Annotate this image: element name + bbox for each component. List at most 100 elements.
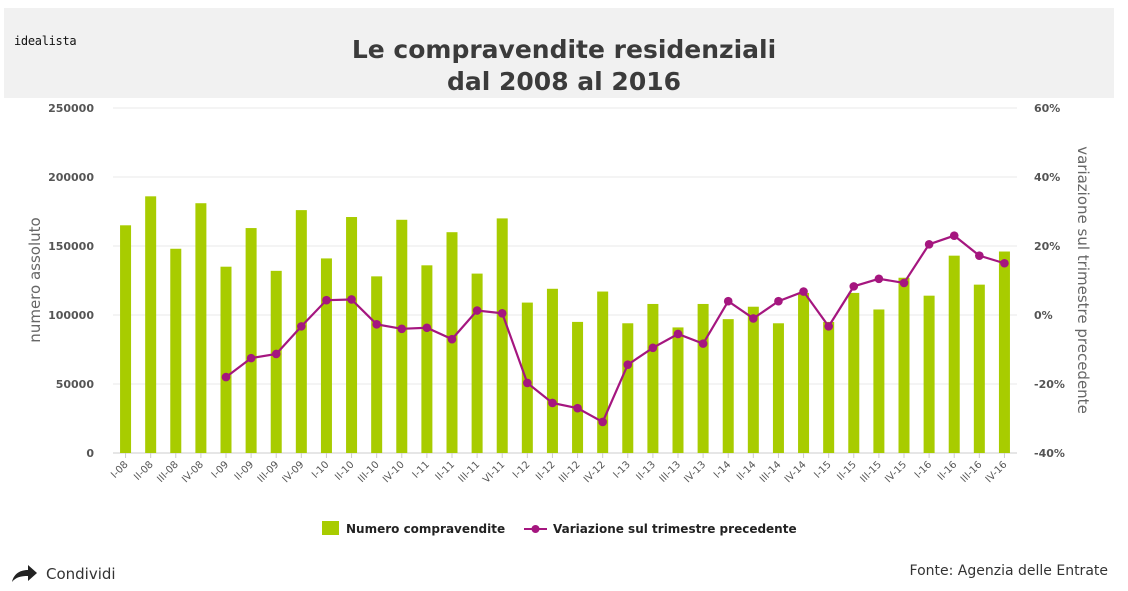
- combo-chart: 250000 200000 150000 100000 50000 0 60% 40% 20% 0…: [26, 102, 1092, 536]
- line-point: [347, 295, 356, 304]
- bar: [245, 228, 257, 453]
- line-point: [573, 403, 582, 413]
- x-tick-label: IV-08: [180, 459, 206, 485]
- x-tick-label: II-16: [936, 459, 960, 483]
- bar: [270, 270, 282, 453]
- line-point: [749, 314, 758, 323]
- line-point: [397, 324, 407, 334]
- line-point: [824, 322, 833, 331]
- x-tick-label: II-14: [735, 459, 759, 483]
- bar: [396, 219, 408, 453]
- bar: [546, 288, 558, 453]
- bar: [346, 217, 358, 453]
- x-tick-label: IV-13: [682, 459, 708, 485]
- x-tick-label: I-12: [511, 459, 532, 480]
- x-tick-label: IV-15: [883, 459, 909, 485]
- x-tick-label: II-08: [132, 459, 156, 483]
- bar: [597, 291, 609, 453]
- bar: [521, 302, 533, 453]
- series-line: [225, 234, 1005, 424]
- chart-title: Le compravendite residenziali dal 2008 a…: [4, 34, 1124, 98]
- x-tick-label: IV-16: [984, 459, 1010, 485]
- y2-tick-label: -40%: [1034, 447, 1065, 460]
- x-tick-label: III-09: [256, 459, 282, 485]
- line-point: [673, 329, 683, 339]
- bar: [722, 319, 734, 453]
- chart-title-line2: dal 2008 al 2016: [446, 67, 682, 96]
- y2-axis-title: variazione sul trimestre precedente: [1074, 146, 1092, 414]
- bar: [496, 218, 508, 453]
- line-point: [623, 360, 633, 369]
- brand-logo: idealista: [14, 34, 77, 48]
- x-tick-label: VI-11: [481, 459, 507, 485]
- line-point: [799, 287, 808, 296]
- y2-tick-label: 60%: [1034, 102, 1060, 115]
- line-point: [1000, 258, 1009, 268]
- y-tick-label: 0: [86, 447, 94, 460]
- bar: [998, 251, 1010, 453]
- line-point: [598, 417, 607, 427]
- bar: [371, 276, 383, 453]
- bar: [572, 321, 584, 453]
- line-point: [924, 239, 934, 249]
- line-point: [322, 295, 331, 305]
- line-point: [447, 334, 457, 344]
- line-point: [949, 231, 959, 240]
- x-tick-label: IV-14: [783, 459, 809, 485]
- line-point: [548, 398, 557, 408]
- line-point: [297, 322, 306, 331]
- bar: [421, 265, 433, 453]
- share-button[interactable]: Condividi: [10, 564, 116, 584]
- legend-bar-swatch: [322, 521, 339, 535]
- bar: [145, 196, 157, 453]
- bar: [848, 292, 860, 453]
- bar: [120, 225, 132, 453]
- line-point: [874, 274, 884, 284]
- line-point: [422, 323, 432, 333]
- line-point: [221, 372, 231, 382]
- line-point: [271, 349, 281, 359]
- x-tick-label: III-13: [658, 459, 684, 485]
- line-point: [723, 296, 733, 306]
- line-point: [849, 282, 859, 291]
- bar: [170, 248, 182, 453]
- line-point: [372, 320, 381, 329]
- x-tick-label: I-11: [411, 459, 432, 480]
- x-tick-label: II-13: [635, 459, 659, 483]
- x-tick-label: IV-12: [582, 459, 608, 485]
- x-tick-label: II-11: [434, 459, 458, 483]
- bar: [873, 309, 885, 453]
- legend-bar-label: Numero compravendite: [346, 522, 505, 536]
- bar: [320, 258, 332, 453]
- bar: [747, 306, 759, 453]
- line-point: [975, 251, 984, 260]
- source-note: Fonte: Agenzia delle Entrate: [909, 563, 1108, 579]
- x-tick-label: I-13: [611, 459, 632, 480]
- x-tick-label: IV-09: [281, 459, 307, 485]
- x-tick-label: I-15: [812, 459, 833, 480]
- line-point: [698, 339, 708, 348]
- y2-tick-label: 0%: [1034, 309, 1053, 322]
- bar: [622, 323, 634, 453]
- y-tick-label: 100000: [48, 309, 94, 322]
- line-point: [774, 296, 783, 306]
- line-point: [472, 306, 482, 315]
- bar: [948, 255, 960, 453]
- y2-tick-label: 40%: [1034, 171, 1060, 184]
- bar: [647, 303, 659, 453]
- x-tick-label: II-12: [534, 459, 558, 483]
- y-tick-label: 200000: [48, 171, 94, 184]
- bar: [772, 323, 784, 453]
- chart-title-line1: Le compravendite residenziali: [351, 35, 777, 64]
- y-tick-label: 150000: [48, 240, 94, 253]
- bar: [923, 295, 935, 453]
- y2-tick-label: 20%: [1034, 240, 1060, 253]
- line-point: [523, 378, 532, 388]
- x-tick-label: II-09: [233, 459, 257, 483]
- bar: [697, 303, 709, 453]
- y-tick-label: 50000: [56, 378, 95, 391]
- line-point: [246, 353, 256, 363]
- x-tick-label: III-14: [758, 459, 784, 485]
- x-tick-label: I-10: [310, 459, 331, 480]
- x-tick-label: III-11: [457, 459, 483, 485]
